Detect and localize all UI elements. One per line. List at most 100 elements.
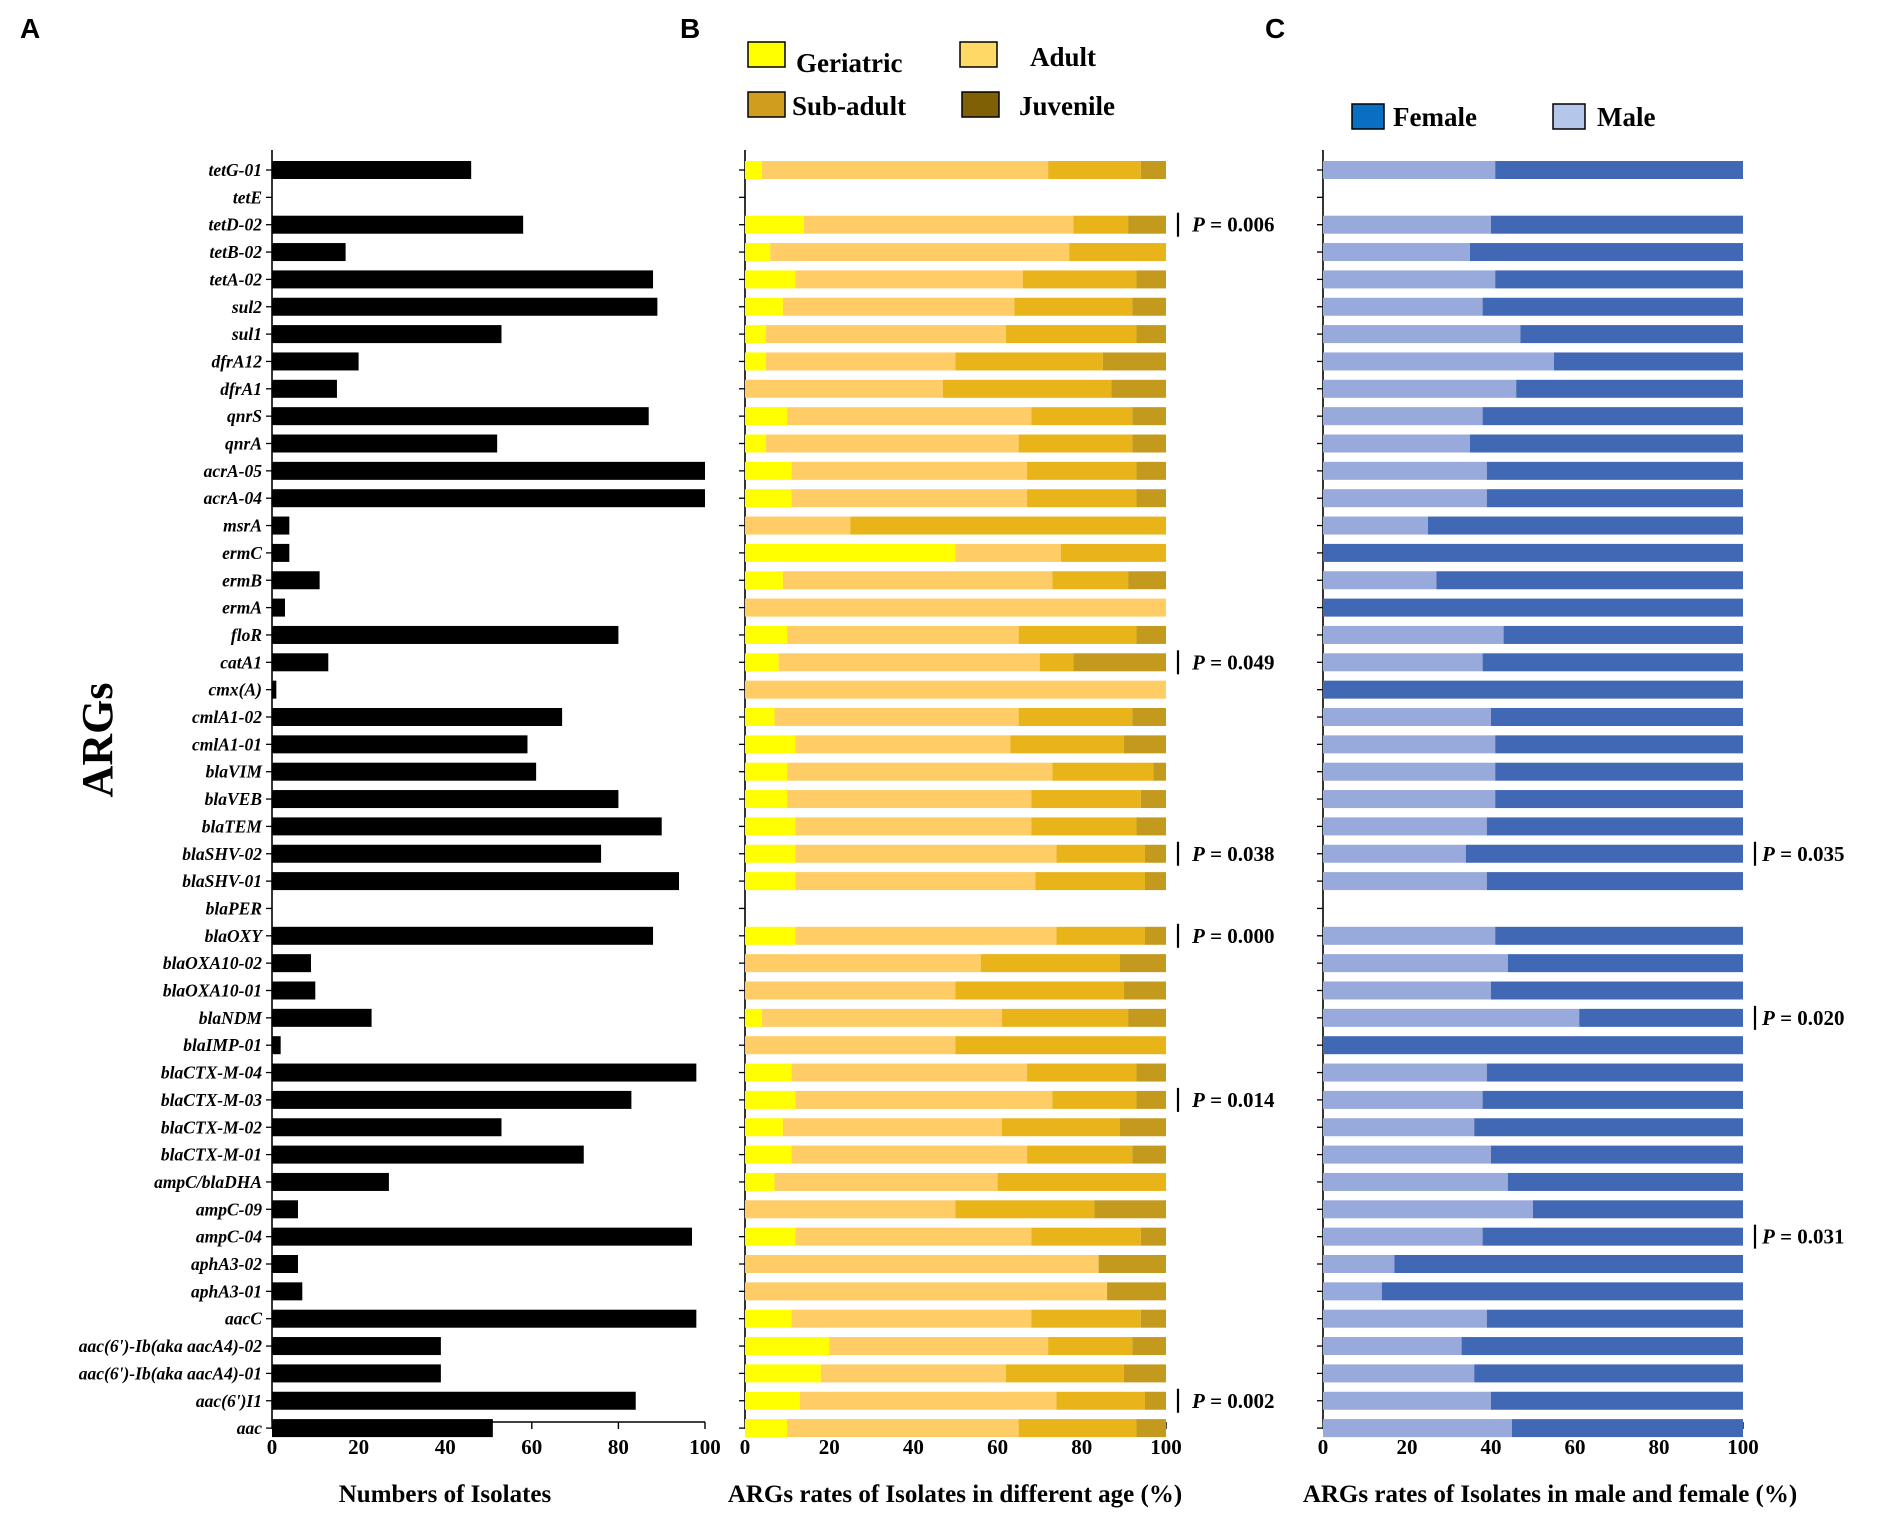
bar-male-blavim [1323,762,1496,781]
bar-sub-adult-blactx-m-04 [1027,1063,1137,1082]
bar-geriatric-acra-04 [745,489,792,508]
category-label-blashv-01: blaSHV-01 [182,871,262,891]
bar-juvenile-blactx-m-02 [1119,1118,1166,1137]
bar-juvenile-cmla1-02 [1132,708,1166,726]
bar-juvenile-flor [1136,625,1166,644]
bar-juvenile-apha3-02 [1098,1255,1166,1273]
panel-c-pvalue-label-blashv-02: P = 0.035 [1761,842,1845,866]
category-label-tetd-02: tetD-02 [209,215,263,235]
bar-adult-flor [787,625,1019,644]
legend-label-adult: Adult [1030,42,1096,72]
category-label-cmla1-02: cmlA1-02 [192,707,262,727]
p-symbol: P [1191,924,1205,948]
category-label-aac-6-ib-aka-aaca4-01: aac(6')-Ib(aka aacA4)-01 [79,1363,262,1383]
category-label-msra: msrA [223,516,262,536]
bar-teta-02 [272,270,654,289]
bar-male-aac-6-ib-aka-aaca4-02 [1323,1337,1462,1356]
bar-male-aac-6-i1 [1323,1391,1491,1410]
bar-qnra [272,434,498,453]
panel-b-pvalue-label-aac-6-i1: P = 0.002 [1191,1389,1275,1413]
bar-female-blactx-m-04 [1486,1063,1743,1082]
p-symbol: P [1761,842,1775,866]
bar-female-qnra [1470,434,1743,453]
bar-blaimp-01 [272,1036,281,1055]
bar-juvenile-blaoxy [1144,926,1166,945]
bar-female-blandm [1579,1008,1743,1027]
bar-tetb-02 [272,243,346,262]
bar-adult-qnrs [787,407,1032,426]
bar-dfra1 [272,379,337,398]
bar-geriatric-dfra12 [745,352,767,371]
bar-juvenile-aac [1136,1419,1166,1438]
bar-sub-adult-aac-6-ib-aka-aaca4-02 [1048,1337,1133,1356]
legend-swatch-geriatric [747,41,786,68]
category-label-cmx-a: cmx(A) [209,680,262,700]
bar-adult-aac-6-ib-aka-aaca4-02 [829,1337,1049,1356]
bar-adult-aacc [791,1309,1032,1328]
bar-blavim [272,762,537,781]
p-symbol: P [1761,1006,1775,1030]
bar-adult-msra [745,516,851,535]
bar-female-sul2 [1482,297,1743,316]
legend-item-juvenile: Juvenile [961,91,1115,121]
bar-sub-adult-aac-6-i1 [1056,1391,1145,1410]
bar-male-dfra12 [1323,352,1554,371]
bar-juvenile-tetg-01 [1140,161,1166,179]
bar-geriatric-acra-05 [745,461,792,480]
bar-male-aacc [1323,1309,1487,1328]
bar-female-cmx-a [1323,680,1743,699]
bar-sub-adult-sul2 [1014,297,1133,316]
bar-adult-aac-6-ib-aka-aaca4-01 [820,1364,1007,1383]
bar-female-ampc-04 [1482,1227,1743,1246]
bar-geriatric-aac [745,1419,788,1438]
bar-male-teta-02 [1323,270,1496,289]
bar-female-cmla1-01 [1495,735,1743,754]
bar-male-apha3-01 [1323,1282,1382,1301]
bar-female-aac-6-ib-aka-aaca4-01 [1474,1364,1743,1383]
panel-b-x-tick-label-100: 100 [1150,1435,1182,1459]
bar-female-aac-6-i1 [1491,1391,1743,1410]
bar-adult-blactx-m-04 [791,1063,1028,1082]
bar-sub-adult-blandm [1001,1008,1129,1027]
bar-female-ermc [1323,543,1743,562]
panel-c-x-tick-label-100: 100 [1727,1435,1759,1459]
bar-ermb [272,571,320,590]
legend-item-male: Male [1552,102,1655,132]
panel-b-pvalue-label-blashv-02: P = 0.038 [1191,842,1275,866]
bar-female-aacc [1486,1309,1743,1328]
bar-sub-adult-tetb-02 [1069,243,1166,262]
bar-sub-adult-blactx-m-02 [1001,1118,1120,1137]
bar-juvenile-blaveb [1140,790,1166,809]
bar-sub-adult-dfra1 [942,379,1112,398]
category-label-aac: aac [237,1418,263,1438]
category-label-apha3-02: aphA3-02 [191,1254,262,1274]
panel-a-x-tick-label-60: 60 [521,1435,542,1459]
category-label-flor: floR [231,625,262,645]
legend-label-female: Female [1393,102,1477,132]
bar-sub-adult-aacc [1031,1309,1141,1328]
bar-adult-ampc-04 [795,1227,1032,1246]
panel-c-pvalue-label-blandm: P = 0.020 [1761,1006,1845,1030]
bar-sub-adult-blaoxa10-02 [980,954,1120,973]
category-label-aac-6-ib-aka-aaca4-02: aac(6')-Ib(aka aacA4)-02 [79,1336,262,1356]
category-label-dfra12: dfrA12 [211,351,262,371]
bar-sub-adult-ampc-09 [955,1200,1095,1219]
bar-male-ampc-bladha [1323,1172,1508,1191]
bar-geriatric-blatem [745,817,796,836]
category-label-blaper: blaPER [206,898,262,918]
bar-geriatric-aac-6-ib-aka-aaca4-02 [745,1337,830,1356]
bar-adult-cmla1-01 [795,735,1011,754]
bar-geriatric-ermc [745,543,956,562]
bar-female-flor [1503,625,1743,644]
bar-acra-05 [272,461,705,480]
category-label-blactx-m-04: blaCTX-M-04 [161,1063,262,1083]
bar-female-blactx-m-02 [1474,1118,1743,1137]
bar-female-apha3-02 [1394,1255,1743,1273]
bar-juvenile-blavim [1153,762,1166,781]
bar-juvenile-blactx-m-04 [1136,1063,1166,1082]
bar-geriatric-tetg-01 [745,161,762,179]
legend-swatch-adult [959,41,998,68]
bar-sub-adult-cata1 [1039,653,1074,672]
bar-geriatric-sul2 [745,297,783,316]
bar-blashv-01 [272,872,680,891]
